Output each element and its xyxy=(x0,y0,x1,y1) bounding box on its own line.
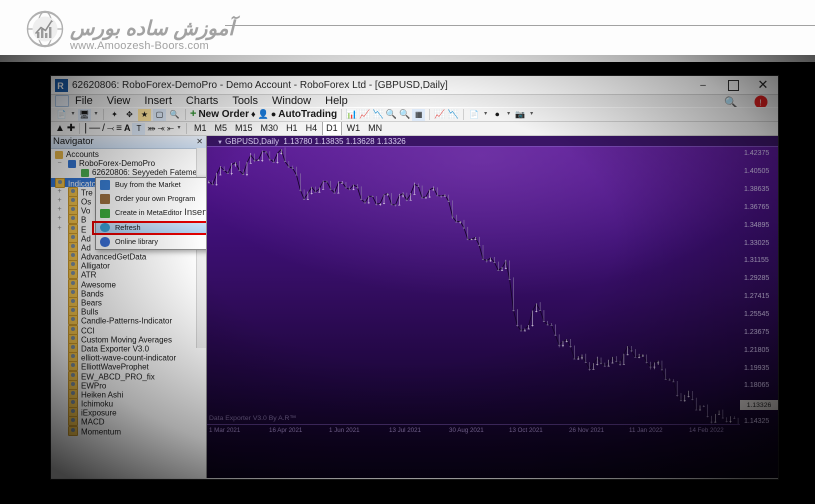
svg-text:R: R xyxy=(57,81,64,91)
